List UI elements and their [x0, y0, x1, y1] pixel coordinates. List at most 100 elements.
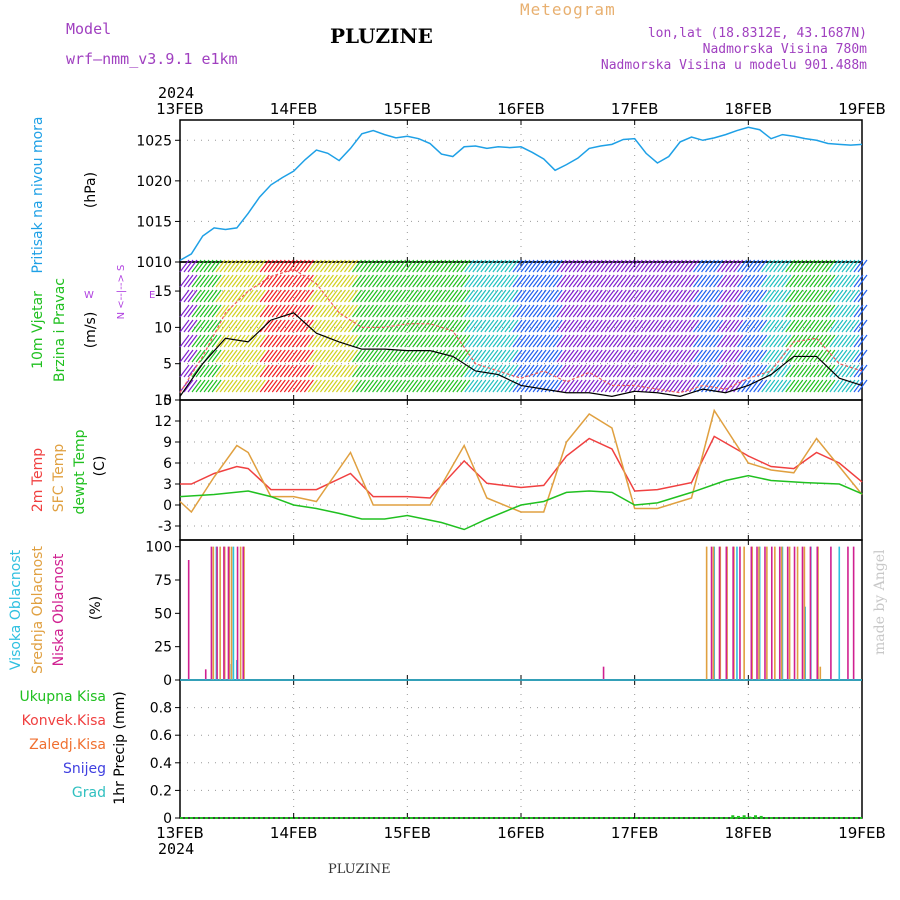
wind-barb	[263, 364, 274, 378]
wind-barb	[223, 349, 234, 363]
wind-barb	[484, 334, 495, 348]
wind-barb	[187, 334, 198, 348]
wind-barb	[693, 379, 703, 393]
wind-barb	[203, 319, 214, 333]
wind-barb	[793, 304, 804, 318]
wind-barb	[235, 274, 246, 288]
wind-barb	[668, 334, 679, 348]
wind-barb	[223, 289, 234, 303]
wind-barb	[604, 334, 615, 348]
wind-barb	[757, 379, 768, 393]
wind-barb	[504, 304, 515, 318]
wind-barb	[821, 259, 832, 273]
axis-title-cloud-low: Niska Oblacnost	[51, 553, 67, 666]
wind-barb	[416, 349, 427, 363]
wind-barb	[323, 319, 334, 333]
wind-barb	[701, 274, 712, 288]
wind-barb	[432, 334, 443, 348]
wind-barb	[636, 349, 647, 363]
wind-barb	[741, 334, 752, 348]
wind-barb	[672, 334, 683, 348]
wind-barb	[709, 259, 720, 273]
wind-barb	[404, 274, 415, 288]
wind-barb	[536, 379, 547, 393]
wind-barb	[452, 304, 463, 318]
wind-barb	[211, 319, 222, 333]
wind-barb	[560, 289, 571, 303]
wind-barb	[813, 364, 824, 378]
wind-barb	[356, 364, 366, 378]
wind-barb	[548, 349, 559, 363]
wind-barb	[548, 334, 559, 348]
wind-barb	[781, 289, 792, 303]
wind-barb	[600, 289, 611, 303]
wind-barb	[809, 259, 820, 273]
wind-barb	[520, 259, 531, 273]
wind-barb	[588, 259, 599, 273]
wind-barb	[604, 259, 615, 273]
wind-barb	[251, 274, 262, 288]
wind-barb	[528, 334, 539, 348]
wind-barb	[693, 364, 703, 378]
wind-barb	[761, 334, 772, 348]
wind-barb	[380, 289, 391, 303]
wind-barb	[299, 259, 310, 273]
wind-barb	[624, 319, 635, 333]
wind-barb	[853, 349, 864, 363]
wind-barb	[468, 349, 479, 363]
wind-barb	[404, 349, 415, 363]
wind-barb	[825, 364, 836, 378]
wind-barb	[456, 379, 467, 393]
wind-barb	[388, 274, 399, 288]
wind-barb	[733, 334, 744, 348]
wind-barb	[520, 274, 531, 288]
wind-barb	[544, 289, 555, 303]
wind-barb	[504, 349, 515, 363]
wind-barb	[676, 289, 687, 303]
wind-barb	[592, 274, 603, 288]
wind-barb	[568, 349, 579, 363]
wind-barb	[721, 274, 732, 288]
wind-barb	[680, 319, 691, 333]
wind-barb	[388, 289, 399, 303]
wind-barb	[259, 349, 270, 363]
wind-barb	[331, 274, 342, 288]
wind-barb	[279, 259, 290, 273]
wind-barb	[757, 259, 768, 273]
wind-barb	[396, 274, 407, 288]
wind-barb	[283, 379, 294, 393]
wind-barb	[648, 319, 659, 333]
wind-barb	[580, 274, 591, 288]
wind-barb	[348, 274, 358, 288]
wind-barb	[404, 379, 415, 393]
wind-barb	[705, 289, 716, 303]
wind-barb	[396, 334, 407, 348]
wind-barb	[648, 259, 659, 273]
series-line-pressure-0	[179, 126, 863, 262]
wind-barb	[761, 289, 772, 303]
wind-barb	[825, 319, 836, 333]
wind-barb	[552, 274, 563, 288]
wind-barb	[741, 364, 752, 378]
wind-barb	[588, 334, 599, 348]
wind-barb	[745, 364, 756, 378]
x-tick-label-top: 18FEB	[725, 100, 772, 118]
wind-barb	[640, 274, 651, 288]
wind-barb	[652, 379, 663, 393]
wind-barb	[319, 289, 330, 303]
wind-barb	[344, 379, 354, 393]
wind-barb	[344, 364, 354, 378]
wind-barb	[424, 334, 435, 348]
wind-barb	[801, 289, 812, 303]
wind-barb	[524, 319, 535, 333]
wind-barb	[528, 349, 539, 363]
wind-barb	[376, 379, 387, 393]
wind-barb	[271, 379, 282, 393]
wind-barb	[512, 304, 523, 318]
wind-barb	[701, 334, 712, 348]
wind-barb	[668, 349, 679, 363]
wind-barb	[500, 289, 511, 303]
wind-barb	[344, 319, 354, 333]
axis-unit-cloud: (%)	[88, 596, 104, 620]
